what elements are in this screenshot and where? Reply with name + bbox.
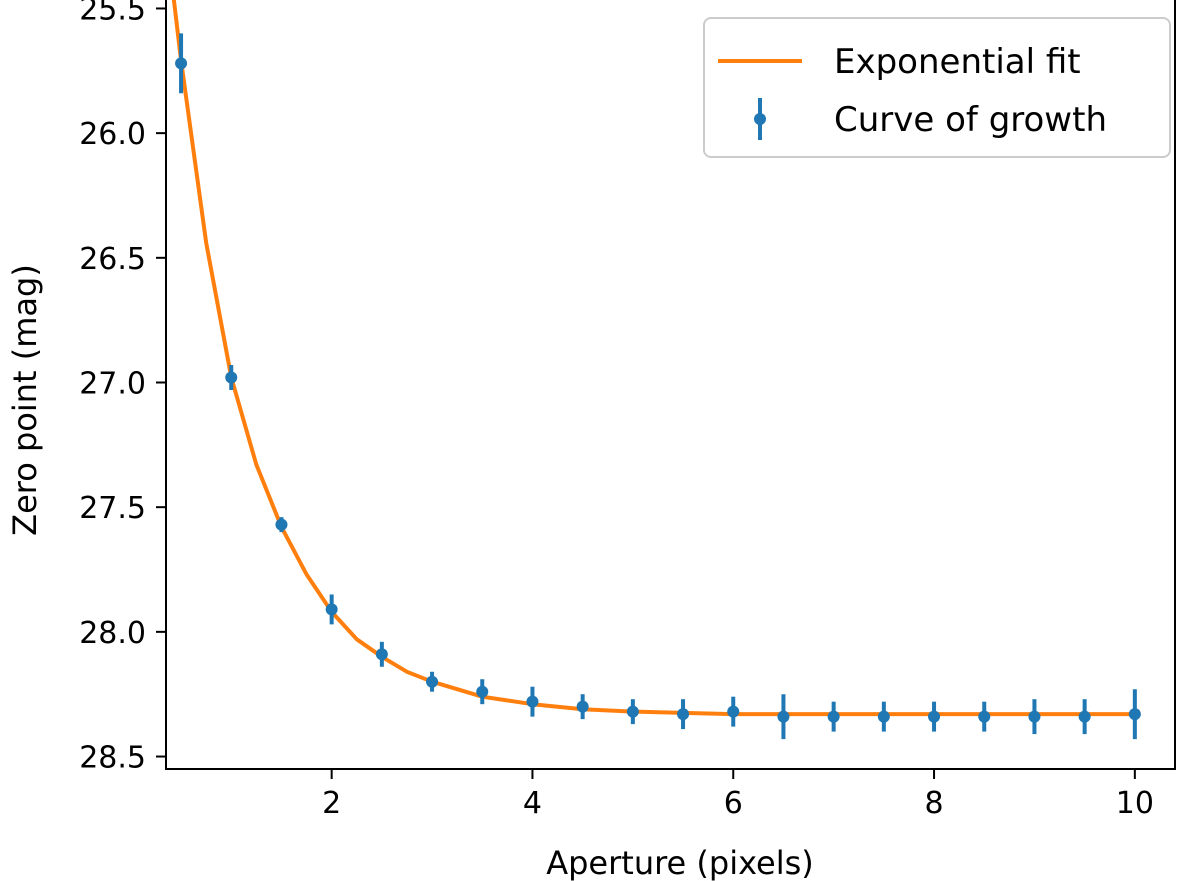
data-point	[677, 708, 690, 721]
data-point	[877, 710, 890, 723]
data-point	[426, 675, 439, 688]
data-point	[978, 710, 991, 723]
y-tick-label: 27.0	[79, 367, 146, 402]
y-tick-label: 26.5	[79, 242, 146, 277]
data-point	[1128, 708, 1141, 721]
x-tick-label: 10	[1116, 786, 1154, 821]
data-point	[1078, 710, 1091, 723]
data-point	[526, 695, 539, 708]
x-axis: 2 4 6 8 10	[322, 769, 1154, 821]
y-axis-title: Zero point (mag)	[6, 264, 44, 536]
y-tick-label: 28.0	[79, 616, 146, 651]
data-point	[175, 57, 188, 70]
data-point	[1028, 710, 1041, 723]
data-point	[476, 685, 489, 698]
series-layer	[171, 0, 1141, 740]
y-tick-label: 25.5	[79, 0, 146, 27]
x-tick-label: 8	[924, 786, 943, 821]
x-tick-label: 6	[724, 786, 743, 821]
data-point	[626, 705, 639, 718]
y-axis: 25.5 26.0 26.5 27.0 27.5 28.0 28.5	[79, 0, 166, 776]
legend: Exponential fit Curve of growth	[703, 17, 1171, 158]
data-point	[576, 700, 589, 713]
y-tick-label: 28.5	[79, 741, 146, 776]
legend-box	[703, 17, 1171, 158]
data-point	[225, 371, 238, 384]
x-axis-title: Aperture (pixels)	[546, 844, 814, 881]
legend-label-fit: Exponential fit	[834, 42, 1081, 82]
x-tick-label: 2	[322, 786, 341, 821]
legend-point-marker	[754, 113, 766, 125]
x-tick-label: 4	[523, 786, 542, 821]
y-tick-label: 26.0	[79, 117, 146, 152]
data-point	[375, 648, 388, 661]
data-point	[928, 710, 941, 723]
data-point	[275, 518, 288, 531]
data-point	[827, 710, 840, 723]
data-point	[325, 603, 338, 616]
data-point	[777, 710, 790, 723]
y-tick-label: 27.5	[79, 491, 146, 526]
data-point	[727, 705, 740, 718]
legend-label-curve: Curve of growth	[834, 100, 1107, 140]
